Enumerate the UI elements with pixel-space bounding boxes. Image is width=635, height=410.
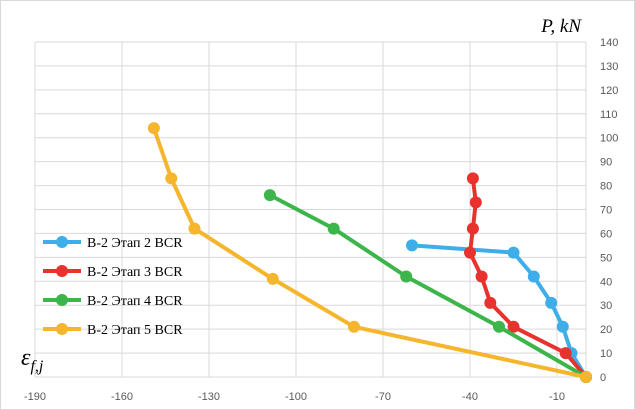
y-tick-label: 20	[600, 324, 612, 336]
data-point	[263, 189, 276, 202]
data-point	[400, 270, 413, 283]
x-axis-title-sub: f,j	[30, 358, 43, 375]
data-point	[327, 222, 340, 235]
series-layer	[147, 122, 592, 383]
legend-entry: B-2 Этап 2 BCR	[43, 236, 183, 251]
legend-marker	[56, 236, 68, 248]
data-point	[188, 222, 201, 235]
data-point	[406, 239, 418, 252]
legend-marker	[56, 323, 68, 335]
data-point	[469, 196, 482, 209]
x-axis-title: εf,j	[21, 345, 44, 375]
legend-entry: B-2 Этап 3 BCR	[43, 265, 183, 280]
data-point	[507, 246, 520, 259]
data-point	[527, 270, 540, 283]
data-point	[580, 371, 592, 383]
data-point	[559, 347, 572, 360]
data-point	[475, 270, 488, 283]
legend-label: B-2 Этап 3 BCR	[87, 265, 183, 280]
legend-marker	[56, 265, 68, 277]
data-point	[165, 172, 178, 185]
y-tick-label: 60	[600, 228, 612, 240]
legend-entry: B-2 Этап 4 BCR	[43, 294, 183, 309]
x-tick-label: -100	[285, 391, 307, 403]
y-tick-label: 100	[600, 133, 618, 145]
y-tick-label: 120	[600, 85, 618, 97]
x-tick-label: -130	[198, 391, 220, 403]
x-tick-label: -10	[549, 391, 565, 403]
y-tick-label: 0	[600, 372, 606, 384]
legend-label: B-2 Этап 2 BCR	[87, 236, 183, 251]
y-tick-label: 110	[600, 109, 618, 121]
x-tick-label: -70	[375, 391, 391, 403]
data-point	[348, 320, 360, 333]
series-line	[151, 126, 588, 379]
x-tick-label: -190	[24, 391, 46, 403]
grid	[34, 41, 587, 378]
y-tick-label: 90	[600, 157, 612, 169]
data-point	[545, 296, 558, 309]
series-3	[263, 189, 592, 383]
x-tick-label: -40	[462, 391, 478, 403]
y-tick-label: 40	[600, 276, 612, 288]
data-point	[466, 222, 479, 235]
y-axis-title: P, kN	[540, 16, 582, 37]
y-tick-label: 30	[600, 300, 612, 312]
y-tick-label: 130	[600, 61, 618, 73]
y-tick-label: 50	[600, 252, 612, 264]
data-point	[464, 246, 476, 259]
x-axis-title-main: ε	[21, 345, 31, 371]
legend-entry: B-2 Этап 5 BCR	[43, 323, 183, 338]
legend-label: B-2 Этап 5 BCR	[87, 323, 183, 338]
legend-label: B-2 Этап 4 BCR	[87, 294, 183, 309]
legend-marker	[56, 294, 68, 306]
x-tick-label: -160	[111, 391, 133, 403]
y-tick-label: 80	[600, 181, 612, 193]
data-point	[507, 320, 520, 333]
data-point	[493, 320, 505, 333]
y-tick-label: 10	[600, 348, 612, 360]
data-point	[556, 320, 569, 333]
y-tick-label: 140	[600, 37, 618, 49]
data-point	[484, 296, 497, 309]
y-tick-labels: 0 10 20 30 40 50 60 70 80 90 100 110 120 130 140	[600, 37, 618, 384]
legend: B-2 Этап 2 BCR B-2 Этап 3 BCR B-2 Этап 4 B…	[43, 236, 183, 338]
x-tick-labels: -190 -160 -130 -100 -70 -40 -10	[24, 391, 565, 403]
y-tick-label: 70	[600, 205, 612, 217]
data-point	[466, 172, 479, 185]
data-point	[266, 272, 279, 285]
data-point	[147, 122, 160, 135]
series-4	[147, 122, 592, 383]
